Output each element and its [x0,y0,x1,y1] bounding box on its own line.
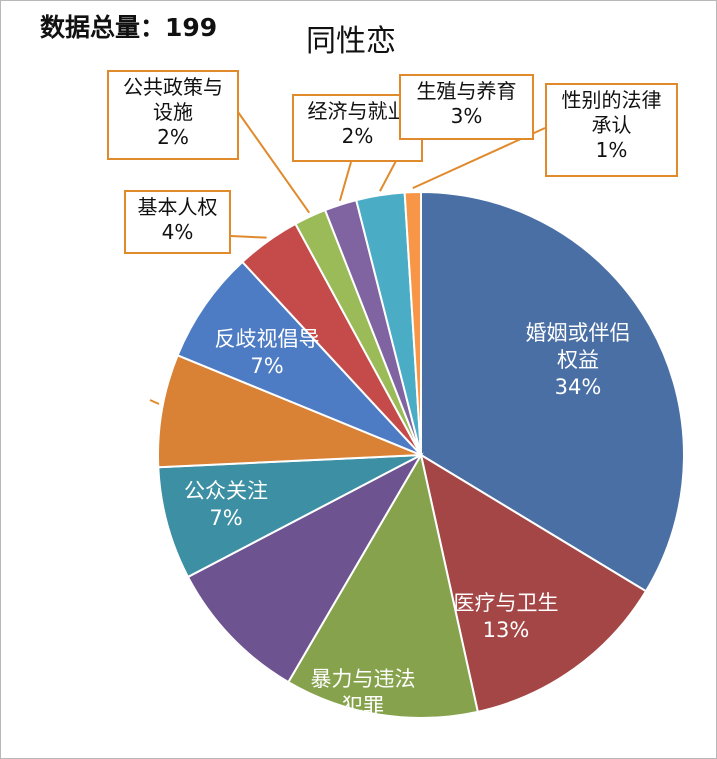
callout-label-text: 经济与就业 [307,99,408,123]
slice-label-6: 反歧视倡导 7% [177,326,357,380]
slice-label-2: 暴力与违法 犯罪 [273,666,453,720]
callout-label-text: 公共政策与 [123,75,223,99]
slice-label-0: 婚姻或伴侣 权益 34% [488,320,668,401]
pie-slice-6 [176,260,422,456]
total-count-label: 数据总量：199 [40,13,218,42]
pie-slice-1 [419,452,648,713]
slice-label-pct: 13% [482,618,530,642]
pie-slice-0 [420,190,685,593]
slice-label-text: 医疗与卫生 [453,591,559,615]
callout-label-text: 生殖与养育 [416,79,517,103]
callout-label-pct: 2% [341,124,374,148]
callout-label-text: 基本人权 [137,195,218,219]
callout-label-text: 设施 [153,100,193,124]
slice-label-text: 犯罪 [342,694,384,718]
slice-label-1: 医疗与卫生 13% [416,590,596,644]
slice-label-text: 公众关注 [184,479,268,503]
callout-label-pct: 3% [450,104,483,128]
slice-label-text: 暴力与违法 [310,667,416,691]
callout-label-text: 性别的法律 [561,88,662,112]
callout-label-pct: 1% [595,138,628,162]
slice-callout-10: 生殖与养育 3% [399,74,534,140]
slice-label-pct: 34% [554,374,602,399]
pie-slice-3 [186,452,424,684]
leader-line-9 [338,161,352,201]
pie-slice-2 [286,452,480,719]
callout-label-pct: 2% [157,125,189,149]
leader-line-8 [237,111,311,214]
slice-label-text: 反歧视倡导 [214,327,320,351]
slice-callout-8: 公共政策与 设施 2% [107,70,239,160]
callout-label-text: 承认 [591,113,632,137]
slice-label-pct: 7% [209,506,243,530]
pie-slice-4 [157,454,422,579]
slice-label-text: 婚姻或伴侣 [525,320,631,345]
slice-label-text: 权益 [557,347,599,372]
slice-callout-11: 性别的法律 承认 1% [545,83,678,177]
chart-title: 同性恋 [306,24,396,59]
leader-line-7 [230,235,267,239]
slice-label-pct: 7% [250,354,284,378]
slice-callout-7: 基本人权 4% [124,190,231,254]
pie-slice-5 [157,353,422,469]
slice-label-4: 公众关注 7% [136,478,316,532]
pie-slice-11 [403,190,422,456]
callout-label-pct: 4% [161,220,194,244]
leader-line-5 [149,399,160,405]
